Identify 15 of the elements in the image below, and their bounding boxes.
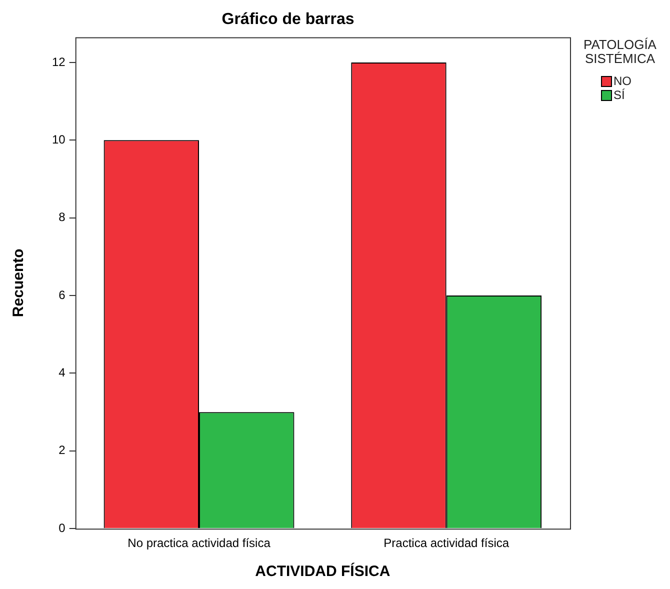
x-tick-label: No practica actividad física (128, 536, 271, 550)
legend-label: NO (614, 74, 632, 88)
y-axis-title: Recuento (10, 248, 28, 318)
legend-label: SÍ (614, 88, 626, 102)
y-tick-label: 0 (58, 520, 66, 535)
chart-title: Gráfico de barras (222, 11, 354, 28)
y-tick-label: 2 (58, 443, 66, 458)
x-tick-label: Practica actividad física (384, 536, 510, 550)
y-tick-label: 8 (58, 210, 66, 224)
legend-title: PATOLOGÍA SISTÉMICA (582, 37, 658, 66)
y-tick-label: 4 (58, 366, 66, 380)
y-tick-label: 10 (52, 132, 66, 146)
y-tick-label: 12 (52, 54, 66, 69)
x-axis-title: ACTIVIDAD FÍSICA (255, 562, 390, 580)
y-tick-label: 6 (58, 288, 66, 302)
